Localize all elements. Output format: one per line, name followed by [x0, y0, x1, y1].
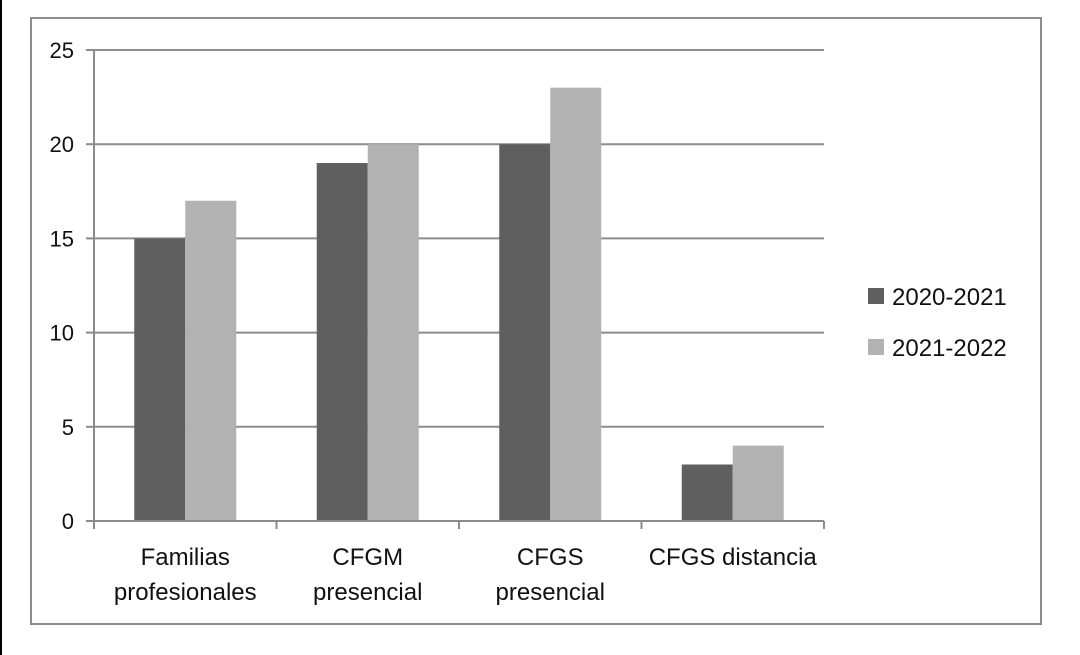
y-tick-label: 10 [50, 321, 74, 346]
bar-2021-2022-3 [732, 445, 784, 521]
y-tick-label: 20 [50, 132, 74, 157]
image-left-edge [0, 0, 2, 655]
y-tick-labels: 0 5 10 15 20 25 [50, 38, 74, 534]
y-tick-label: 0 [62, 509, 74, 534]
bars [134, 87, 784, 522]
bar-2020-2021-1 [316, 163, 368, 522]
y-tick-label: 25 [50, 38, 74, 63]
bar-2020-2021-2 [499, 144, 551, 521]
x-category-label: CFGS [517, 544, 584, 571]
axes [86, 49, 825, 529]
x-category-label: Familias [141, 544, 230, 571]
legend-label: 2020-2021 [892, 284, 1007, 311]
gridlines [94, 49, 824, 428]
x-category-label: presencial [313, 579, 422, 606]
legend-swatch [868, 288, 884, 304]
bar-2020-2021-0 [134, 238, 186, 521]
legend-swatch [868, 339, 884, 355]
chart-frame [30, 17, 1042, 625]
y-tick-label: 15 [50, 226, 74, 251]
bar-2021-2022-1 [367, 144, 419, 521]
y-tick-label: 5 [62, 415, 74, 440]
bar-2021-2022-0 [185, 200, 237, 521]
bar-2021-2022-2 [550, 87, 602, 522]
bar-2020-2021-3 [681, 464, 733, 521]
x-category-label: CFGM [332, 544, 403, 571]
x-category-label: CFGS distancia [649, 544, 818, 571]
legend-label: 2021-2022 [892, 335, 1007, 362]
x-category-label: profesionales [114, 579, 257, 606]
x-category-label: presencial [496, 579, 605, 606]
legend: 2020-2021 2021-2022 [868, 284, 1007, 362]
x-category-labels: Familias profesionales CFGM presencial CFGS p… [114, 544, 818, 606]
